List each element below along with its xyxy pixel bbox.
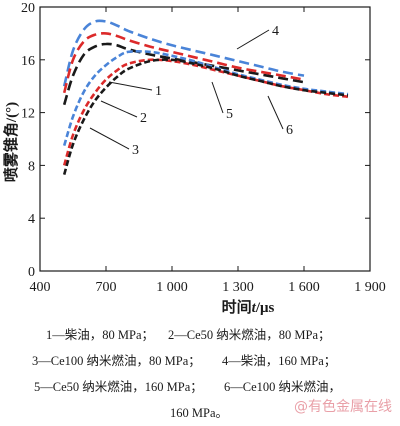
caption-item-6: 6—Ce100 纳米燃油， [224,380,342,394]
caption-item-4: 4—柴油，160 MPa； [222,354,337,368]
series-line-4 [62,19,305,87]
y-tick-label: 4 [28,212,35,227]
series-line-1 [62,42,305,106]
curve-label-2: 2 [140,111,147,126]
label-leader-3 [89,127,130,150]
y-tick-label: 0 [28,265,35,280]
x-tick-label: 1 600 [288,280,320,295]
x-tick-label: 1 900 [354,280,386,295]
x-tick-label: 1 000 [156,280,188,295]
curve-label-4: 4 [272,24,279,39]
label-leader-6 [267,95,284,130]
caption-item-2: 2—Ce50 纳米燃油，80 MPa； [168,328,331,342]
curve-label-6: 6 [286,123,293,138]
curve-label-3: 3 [132,143,139,158]
y-tick-label: 20 [21,1,35,16]
x-tick-label: 1 300 [222,280,254,295]
x-axis-label-prefix: 时间 [222,298,252,316]
y-axis-label: 喷雾锥角/(°) [2,102,20,182]
caption-item-6-cont: 160 MPa。 [170,406,228,420]
x-tick-label: 400 [30,280,51,295]
label-leader-2 [100,100,138,118]
caption-line-4: 160 MPa。 [0,400,400,426]
label-leader-1 [108,81,153,91]
caption-line-1: 1—柴油，80 MPa； 2—Ce50 纳米燃油，80 MPa； [0,322,400,348]
caption-item-3: 3—Ce100 纳米燃油，80 MPa； [32,354,201,368]
series-layer [62,19,349,175]
caption-item-5: 5—Ce50 纳米燃油，160 MPa； [34,380,203,394]
x-axis-label-var: t [252,300,257,316]
watermark: @有色金属在线 [294,399,392,415]
label-leader-4 [236,29,270,50]
curve-label-1: 1 [155,84,162,99]
caption-item-1: 1—柴油，80 MPa； [46,328,154,342]
x-axis-label: 时间t/μs [222,298,275,316]
y-tick-label: 16 [21,54,35,69]
figure-caption: 1—柴油，80 MPa； 2—Ce50 纳米燃油，80 MPa； 3—Ce100… [0,322,400,426]
label-leader-5 [211,81,224,114]
series-line-3 [62,58,349,166]
curve-label-5: 5 [226,107,233,122]
curve-labels: 12 3 4 5 6 [89,24,293,158]
x-axis-label-unit: /μs [255,300,275,316]
series-line-6 [62,58,349,175]
series-line-2 [62,50,349,146]
caption-line-2: 3—Ce100 纳米燃油，80 MPa； 4—柴油，160 MPa； [0,348,400,374]
series-line-5 [62,32,305,94]
caption-line-3: 5—Ce50 纳米燃油，160 MPa； 6—Ce100 纳米燃油， [0,374,400,400]
x-tick-label: 700 [96,280,117,295]
y-tick-label: 12 [21,107,35,122]
y-tick-label: 8 [28,159,35,174]
plot-frame [39,6,371,272]
